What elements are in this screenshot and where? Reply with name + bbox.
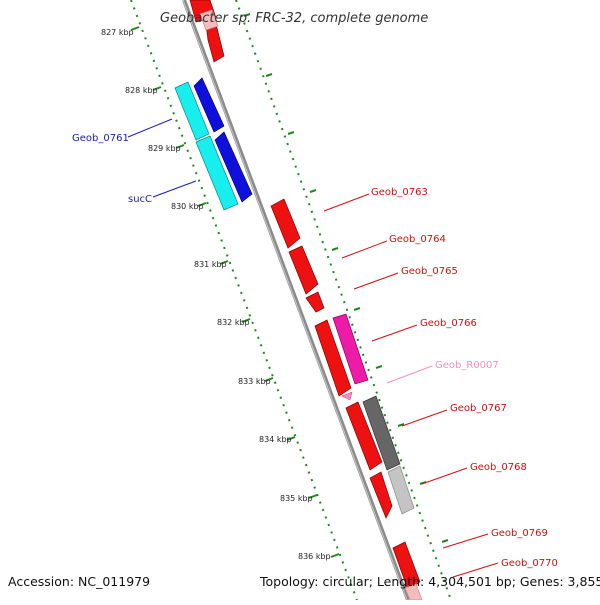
tick-label: 827 kbp [101, 28, 134, 37]
leader-line-geob0763 [323, 193, 370, 212]
gene-label-geob0768[interactable]: Geob_0768 [470, 462, 527, 473]
tick-mark [264, 377, 274, 382]
tick-mark [241, 318, 251, 323]
gene-label-geob0763[interactable]: Geob_0763 [371, 187, 428, 198]
tick-mark [308, 494, 318, 499]
gene-label-geobr0007[interactable]: Geob_R0007 [435, 360, 499, 371]
tick-label: 832 kbp [217, 318, 250, 327]
tick-mark [219, 260, 229, 265]
tick-mark [243, 13, 251, 17]
tick-mark [419, 481, 427, 485]
ruler-line-right [235, 0, 452, 601]
tick-label: 834 kbp [259, 435, 292, 444]
tick-mark [152, 86, 162, 91]
leader-line-geob0770 [452, 562, 499, 578]
gene-label-geob0761[interactable]: Geob_0761 [72, 133, 129, 144]
tick-mark [265, 73, 273, 77]
tick-mark [130, 26, 140, 31]
gene-feature-geob0764[interactable] [288, 245, 319, 295]
tick-label: 835 kbp [280, 494, 313, 503]
tick-mark [331, 247, 339, 251]
gene-feature-blue-lower[interactable] [214, 131, 253, 203]
gene-features [174, 0, 423, 601]
leader-line-geob0767 [401, 409, 448, 427]
gene-feature-top-pale[interactable] [199, 9, 219, 31]
gene-feature-geob0765[interactable] [305, 291, 325, 313]
tick-mark [309, 189, 317, 193]
ruler-line-left [130, 0, 358, 601]
gene-feature-red-lower[interactable] [345, 401, 383, 471]
gene-label-geob0765[interactable]: Geob_0765 [401, 266, 458, 277]
tick-mark [286, 436, 296, 441]
gene-feature-geob0761[interactable] [193, 77, 225, 133]
gene-feature-top-b[interactable] [205, 23, 225, 63]
gene-feature-geob0770[interactable] [392, 541, 421, 591]
gene-feature-geob0767[interactable] [362, 395, 401, 471]
gene-feature-geob0769[interactable] [369, 471, 393, 519]
genome-backbone [182, 0, 410, 601]
leader-line-geob0769 [442, 533, 489, 549]
accession-label: Accession: NC_011979 [8, 574, 150, 589]
leader-line-succ [152, 180, 197, 198]
leader-lines [127, 118, 499, 578]
gene-label-geob0770[interactable]: Geob_0770 [501, 558, 558, 569]
gene-label-succ[interactable]: sucC [128, 194, 152, 205]
tick-mark [287, 131, 295, 135]
gene-label-geob0767[interactable]: Geob_0767 [450, 403, 507, 414]
gene-label-geob0764[interactable]: Geob_0764 [389, 234, 446, 245]
tick-marks [130, 13, 449, 558]
tick-mark [441, 539, 449, 543]
leader-line-geob0761 [127, 118, 173, 138]
tick-label: 831 kbp [194, 260, 227, 269]
tick-label: 833 kbp [238, 377, 271, 386]
gene-feature-geob0763[interactable] [270, 198, 301, 249]
map-title: Geobacter sp. FRC-32, complete genome [160, 11, 428, 26]
leader-line-geob0765 [353, 272, 399, 290]
leader-line-geob0764 [341, 240, 388, 259]
gene-label-geob0766[interactable]: Geob_0766 [420, 318, 477, 329]
tick-mark [353, 307, 361, 311]
tick-mark [397, 423, 405, 427]
tick-label: 830 kbp [171, 202, 204, 211]
tick-label: 836 kbp [298, 552, 331, 561]
tick-mark [197, 202, 207, 207]
gene-feature-succ-upper[interactable] [174, 81, 210, 141]
gene-feature-geob0768[interactable] [387, 465, 415, 515]
gene-feature-geobr0007[interactable] [341, 391, 353, 401]
gene-label-geob0769[interactable]: Geob_0769 [491, 528, 548, 539]
tick-label: 829 kbp [148, 144, 181, 153]
tick-mark [375, 365, 383, 369]
leader-line-geobr0007 [386, 365, 433, 384]
gene-feature-geob0766[interactable] [332, 313, 369, 385]
tick-label: 828 kbp [125, 86, 158, 95]
tick-mark [175, 144, 185, 149]
genome-backbone-highlight [182, 0, 408, 601]
leader-line-geob0768 [421, 467, 468, 485]
gene-feature-red-mid[interactable] [314, 319, 352, 397]
gene-feature-succ-lower[interactable] [195, 135, 239, 211]
tick-mark [330, 553, 340, 558]
leader-line-geob0766 [371, 324, 418, 342]
topology-label: Topology: circular; Length: 4,304,501 bp… [259, 574, 600, 589]
